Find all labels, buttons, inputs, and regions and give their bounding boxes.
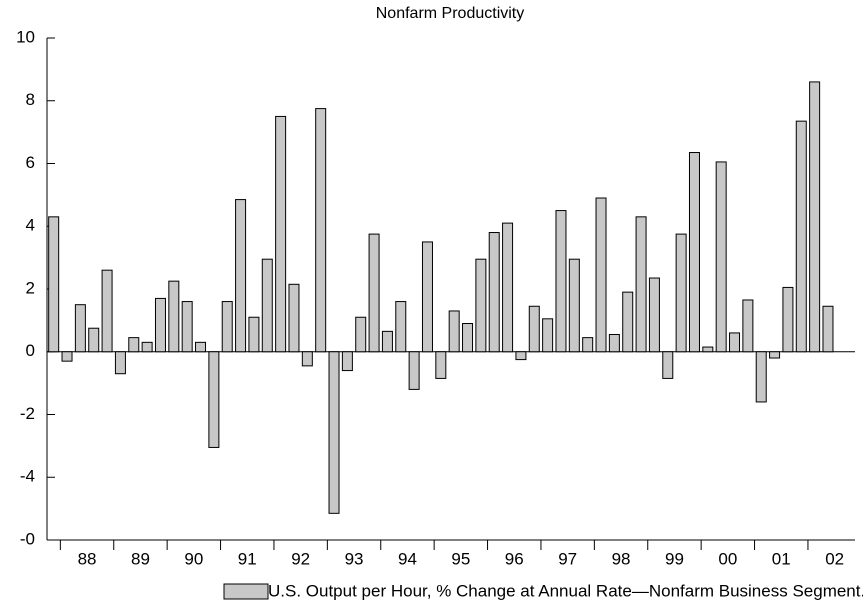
bar bbox=[755, 351, 767, 403]
bar bbox=[101, 269, 113, 353]
bar bbox=[742, 299, 754, 353]
bar bbox=[475, 258, 487, 353]
bar bbox=[729, 332, 741, 353]
bar bbox=[315, 108, 327, 353]
bar bbox=[795, 120, 807, 353]
bar bbox=[635, 216, 647, 353]
bar bbox=[154, 297, 166, 353]
bar bbox=[515, 351, 527, 361]
y-tick-label: 10 bbox=[16, 27, 35, 46]
x-tick-label: 92 bbox=[291, 549, 310, 568]
bar bbox=[688, 152, 700, 353]
bar bbox=[368, 233, 380, 353]
x-tick-label: 88 bbox=[78, 549, 97, 568]
bar bbox=[301, 351, 313, 367]
bar bbox=[408, 351, 420, 390]
bar bbox=[542, 318, 554, 353]
x-tick-label: 97 bbox=[558, 549, 577, 568]
bar bbox=[528, 305, 540, 353]
bar bbox=[488, 232, 500, 353]
bar bbox=[822, 305, 834, 353]
y-tick-label: 6 bbox=[26, 153, 35, 172]
x-tick-label: 02 bbox=[825, 549, 844, 568]
bar bbox=[675, 233, 687, 353]
bar bbox=[128, 337, 140, 353]
bar bbox=[195, 341, 207, 353]
x-tick-label: 98 bbox=[612, 549, 631, 568]
bar bbox=[328, 351, 340, 514]
x-tick-label: 99 bbox=[665, 549, 684, 568]
bar bbox=[221, 301, 233, 353]
x-tick-label: 89 bbox=[131, 549, 150, 568]
bar bbox=[435, 351, 447, 379]
bar bbox=[809, 81, 821, 353]
bar bbox=[568, 258, 580, 353]
y-tick-label: 2 bbox=[26, 278, 35, 297]
legend-label: U.S. Output per Hour, % Change at Annual… bbox=[268, 581, 863, 600]
bar bbox=[648, 277, 660, 353]
bar bbox=[48, 216, 60, 353]
bar bbox=[715, 161, 727, 353]
legend-swatch bbox=[223, 583, 269, 600]
bar bbox=[782, 286, 794, 353]
x-tick-label: 90 bbox=[184, 549, 203, 568]
bar bbox=[181, 301, 193, 353]
x-tick-label: 94 bbox=[398, 549, 417, 568]
bar bbox=[341, 351, 353, 372]
bar bbox=[88, 327, 100, 353]
bar bbox=[355, 316, 367, 353]
x-tick-label: 01 bbox=[772, 549, 791, 568]
bar bbox=[448, 310, 460, 353]
bar bbox=[168, 280, 180, 353]
x-tick-label: 93 bbox=[345, 549, 364, 568]
bar bbox=[502, 222, 514, 353]
bar bbox=[421, 241, 433, 353]
y-tick-label: -0 bbox=[20, 529, 35, 548]
bar bbox=[235, 199, 247, 353]
bar bbox=[608, 333, 620, 353]
bar bbox=[261, 258, 273, 353]
bar bbox=[582, 337, 594, 353]
x-tick-label: 00 bbox=[718, 549, 737, 568]
bar bbox=[141, 341, 153, 353]
chart-title: Nonfarm Productivity bbox=[376, 5, 525, 22]
bar bbox=[595, 197, 607, 353]
x-tick-label: 95 bbox=[451, 549, 470, 568]
bar bbox=[555, 210, 567, 353]
bar bbox=[74, 304, 86, 353]
bar bbox=[395, 301, 407, 353]
bar bbox=[702, 346, 714, 353]
bar bbox=[275, 115, 287, 353]
x-tick-label: 96 bbox=[505, 549, 524, 568]
bar bbox=[662, 351, 674, 379]
y-tick-label: 4 bbox=[26, 216, 35, 235]
bar bbox=[288, 283, 300, 353]
bar bbox=[114, 351, 126, 375]
bar bbox=[248, 316, 260, 353]
bar bbox=[381, 330, 393, 353]
bar bbox=[462, 323, 474, 353]
y-tick-label: -2 bbox=[20, 404, 35, 423]
bar bbox=[769, 351, 781, 359]
x-tick-label: 91 bbox=[238, 549, 257, 568]
y-tick-label: -4 bbox=[20, 467, 35, 486]
bar bbox=[622, 291, 634, 353]
y-tick-label: 8 bbox=[26, 90, 35, 109]
y-tick-label: 0 bbox=[26, 341, 35, 360]
bar bbox=[208, 351, 220, 448]
bar bbox=[61, 351, 73, 362]
